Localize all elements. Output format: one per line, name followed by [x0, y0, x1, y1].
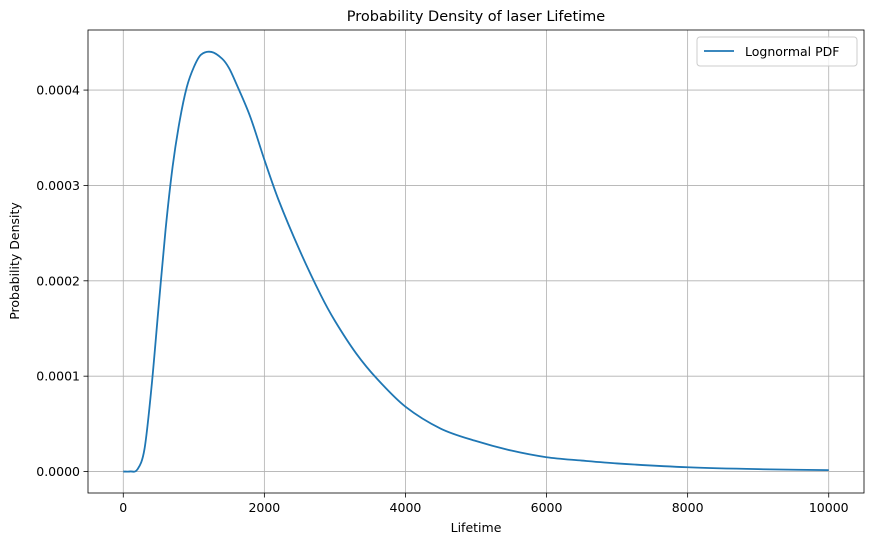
legend-label: Lognormal PDF: [745, 44, 839, 59]
x-tick-label: 4000: [390, 500, 422, 515]
x-axis-label: Lifetime: [451, 520, 502, 535]
y-tick-label: 0.0000: [36, 464, 80, 479]
plot-frame: [87, 29, 865, 494]
ticks: 0 2000 4000 6000 8000 10000 0.0000 0.0001 0.0002…: [36, 83, 848, 515]
chart-title: Probability Density of laser Lifetime: [347, 9, 606, 25]
series-line: [123, 50, 829, 473]
y-tick-label: 0.0001: [36, 369, 80, 384]
x-tick-label: 6000: [531, 500, 563, 515]
x-tick-label: 2000: [248, 500, 280, 515]
x-tick-label: 8000: [672, 500, 704, 515]
series: [123, 50, 829, 473]
legend: Lognormal PDF: [696, 36, 858, 67]
y-tick-label: 0.0003: [36, 178, 80, 193]
y-tick-label: 0.0002: [36, 273, 80, 288]
x-tick-label: 0: [119, 500, 127, 515]
x-tick-label: 10000: [809, 500, 849, 515]
y-axis-label: Probability Density: [7, 202, 22, 320]
legend-box: [696, 36, 858, 67]
grid: [88, 30, 864, 493]
y-tick-label: 0.0004: [36, 83, 80, 98]
